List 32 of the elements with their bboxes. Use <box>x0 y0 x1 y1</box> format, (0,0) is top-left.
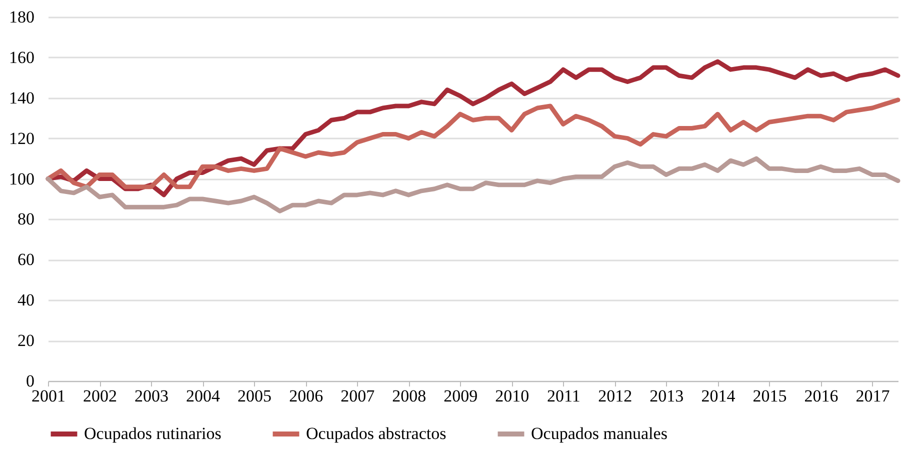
x-tick-label: 2009 <box>444 386 478 406</box>
y-tick-label: 0 <box>26 372 34 390</box>
x-tick-label: 2006 <box>289 386 324 406</box>
x-tick-label: 2011 <box>546 386 580 406</box>
x-tick-label: 2007 <box>340 386 376 406</box>
legend-label: Ocupados rutinarios <box>84 424 222 443</box>
legend-label: Ocupados manuales <box>531 424 668 443</box>
x-tick-label: 2012 <box>598 386 632 406</box>
x-tick-label: 2017 <box>856 386 890 406</box>
x-tick-label: 2013 <box>650 386 684 406</box>
x-tick-label: 2015 <box>752 386 787 406</box>
x-tick-label: 2010 <box>495 386 530 406</box>
x-tick-label: 2001 <box>32 386 66 406</box>
x-tick-label: 2016 <box>804 386 838 406</box>
x-tick-label: 2004 <box>186 386 221 406</box>
x-tick-label: 2008 <box>392 386 426 406</box>
y-tick-label: 20 <box>18 331 34 350</box>
y-tick-label: 180 <box>9 8 34 26</box>
y-tick-label: 100 <box>9 169 34 188</box>
y-tick-label: 120 <box>9 128 34 148</box>
y-tick-label: 160 <box>9 48 34 67</box>
x-tick-label: 2005 <box>238 386 272 406</box>
y-tick-label: 60 <box>18 250 34 270</box>
x-tick-label: 2002 <box>83 386 118 406</box>
y-tick-label: 140 <box>9 88 34 108</box>
legend-label: Ocupados abstractos <box>306 424 446 443</box>
x-tick-label: 2003 <box>134 386 169 406</box>
x-tick-label: 2014 <box>701 386 736 406</box>
line-series <box>46 98 900 190</box>
line-series <box>46 156 900 214</box>
y-tick-label: 80 <box>18 210 34 229</box>
y-tick-label: 40 <box>18 290 34 310</box>
